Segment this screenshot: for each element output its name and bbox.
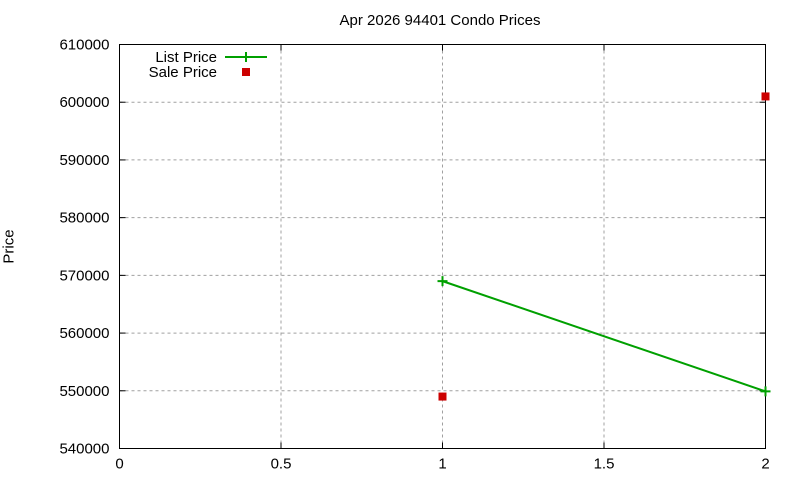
y-tick-label: 610000 xyxy=(59,37,109,54)
y-tick-label: 570000 xyxy=(59,267,109,284)
chart-title: Apr 2026 94401 Condo Prices xyxy=(339,12,541,29)
y-tick-label: 550000 xyxy=(59,383,109,400)
axis-ticks: 0 0.5 1 1.5 2 540000 550000 560000 570000 580000 5… xyxy=(59,37,769,473)
y-tick-label: 590000 xyxy=(59,152,109,169)
x-tick-label: 1 xyxy=(438,456,446,473)
x-tick-label: 2 xyxy=(761,456,769,473)
x-tick-label: 0.5 xyxy=(271,456,292,473)
legend-label: List Price xyxy=(155,49,217,66)
y-tick-label: 540000 xyxy=(59,441,109,458)
y-tick-label: 580000 xyxy=(59,210,109,227)
y-tick-label: 560000 xyxy=(59,325,109,342)
x-tick-label: 1.5 xyxy=(594,456,615,473)
x-tick-label: 0 xyxy=(115,456,123,473)
y-tick-label: 600000 xyxy=(59,94,109,111)
legend-label: Sale Price xyxy=(149,64,217,81)
data-series xyxy=(437,92,771,401)
grid-lines xyxy=(119,44,766,449)
